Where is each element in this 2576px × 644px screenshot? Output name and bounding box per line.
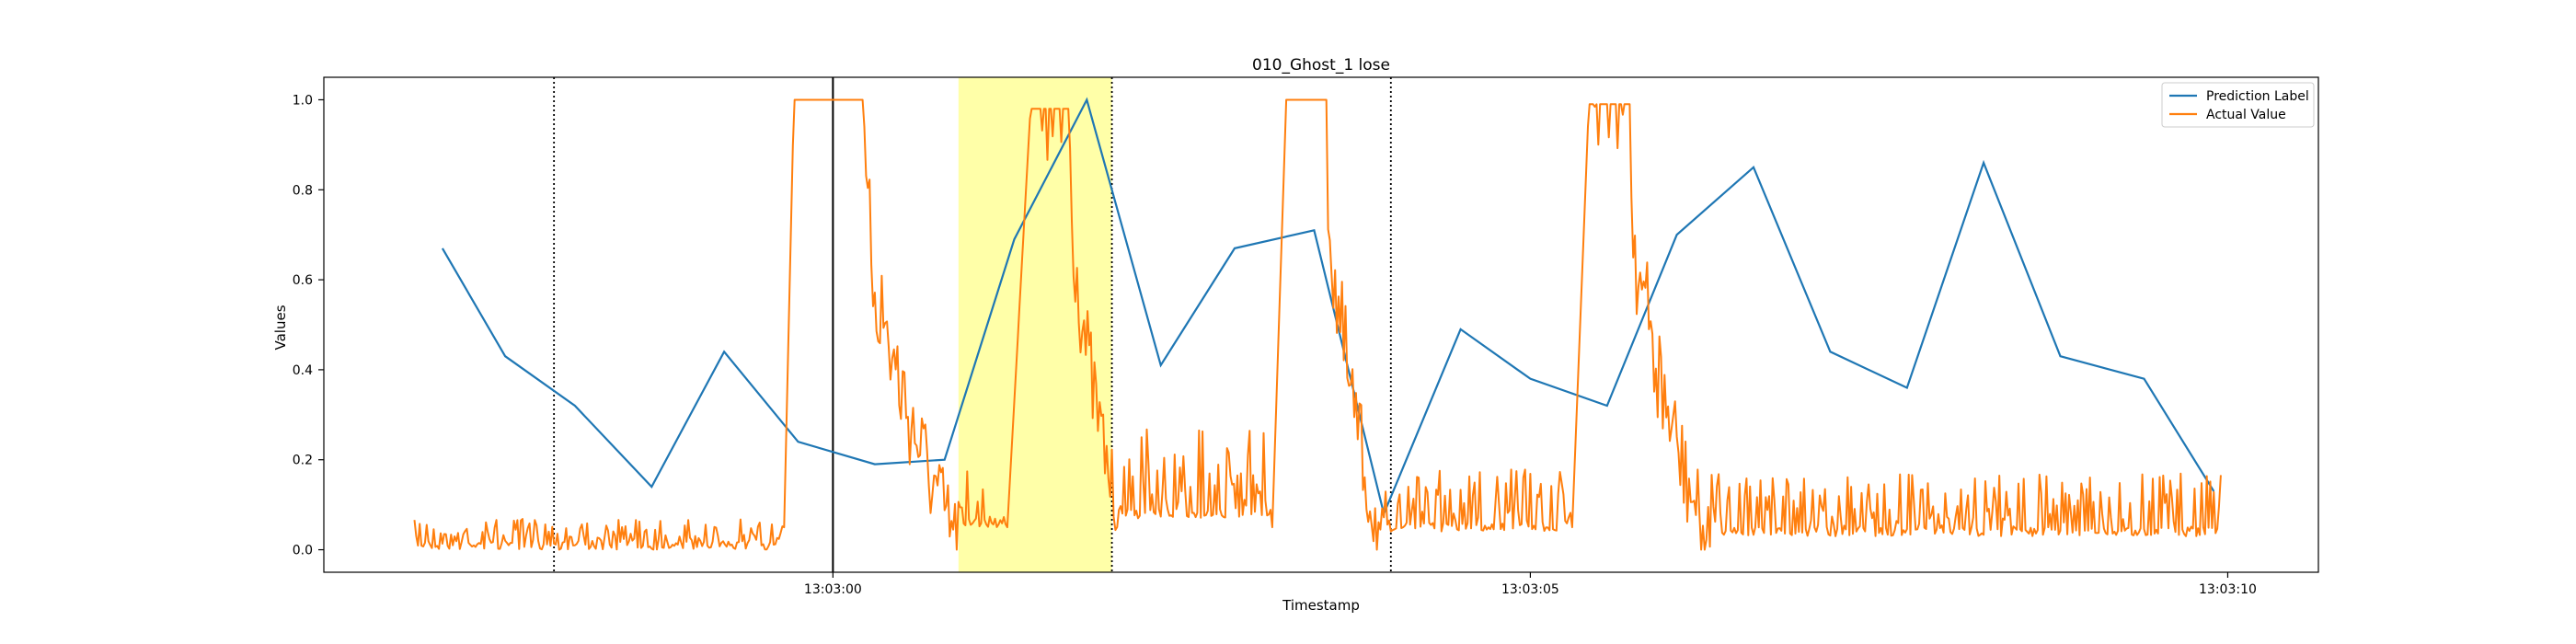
x-tick-label-1: 13:03:05 xyxy=(1501,582,1559,597)
legend-label-1: Prediction Label xyxy=(2206,89,2309,104)
legend-label-2: Actual Value xyxy=(2206,108,2286,122)
x-tick-label-0: 13:03:00 xyxy=(804,582,862,597)
x-tick-label-2: 13:03:10 xyxy=(2199,582,2257,597)
y-tick-label-0: 0.0 xyxy=(293,544,313,558)
legend: Prediction Label Actual Value xyxy=(2161,82,2315,128)
series-line-prediction-label xyxy=(441,97,2215,517)
series-line-actual-value xyxy=(413,98,2222,551)
axes-frame xyxy=(323,76,2319,573)
y-tick-label-2: 0.4 xyxy=(293,363,313,378)
plot-area: 0.0 0.2 0.4 0.6 0.8 1.0 13:03:00 13:03:05 13:03:… xyxy=(293,76,2319,597)
y-tick-label-5: 1.0 xyxy=(293,93,313,108)
y-tick-label-4: 0.8 xyxy=(293,183,313,198)
y-tick-label-3: 0.6 xyxy=(293,273,313,288)
chart-title: 010_Ghost_1 lose xyxy=(1252,56,1390,75)
legend-frame xyxy=(2161,82,2315,128)
y-tick-label-1: 0.2 xyxy=(293,454,313,468)
y-axis-label: Values xyxy=(272,305,289,350)
x-axis-label: Timestamp xyxy=(1282,597,1360,614)
